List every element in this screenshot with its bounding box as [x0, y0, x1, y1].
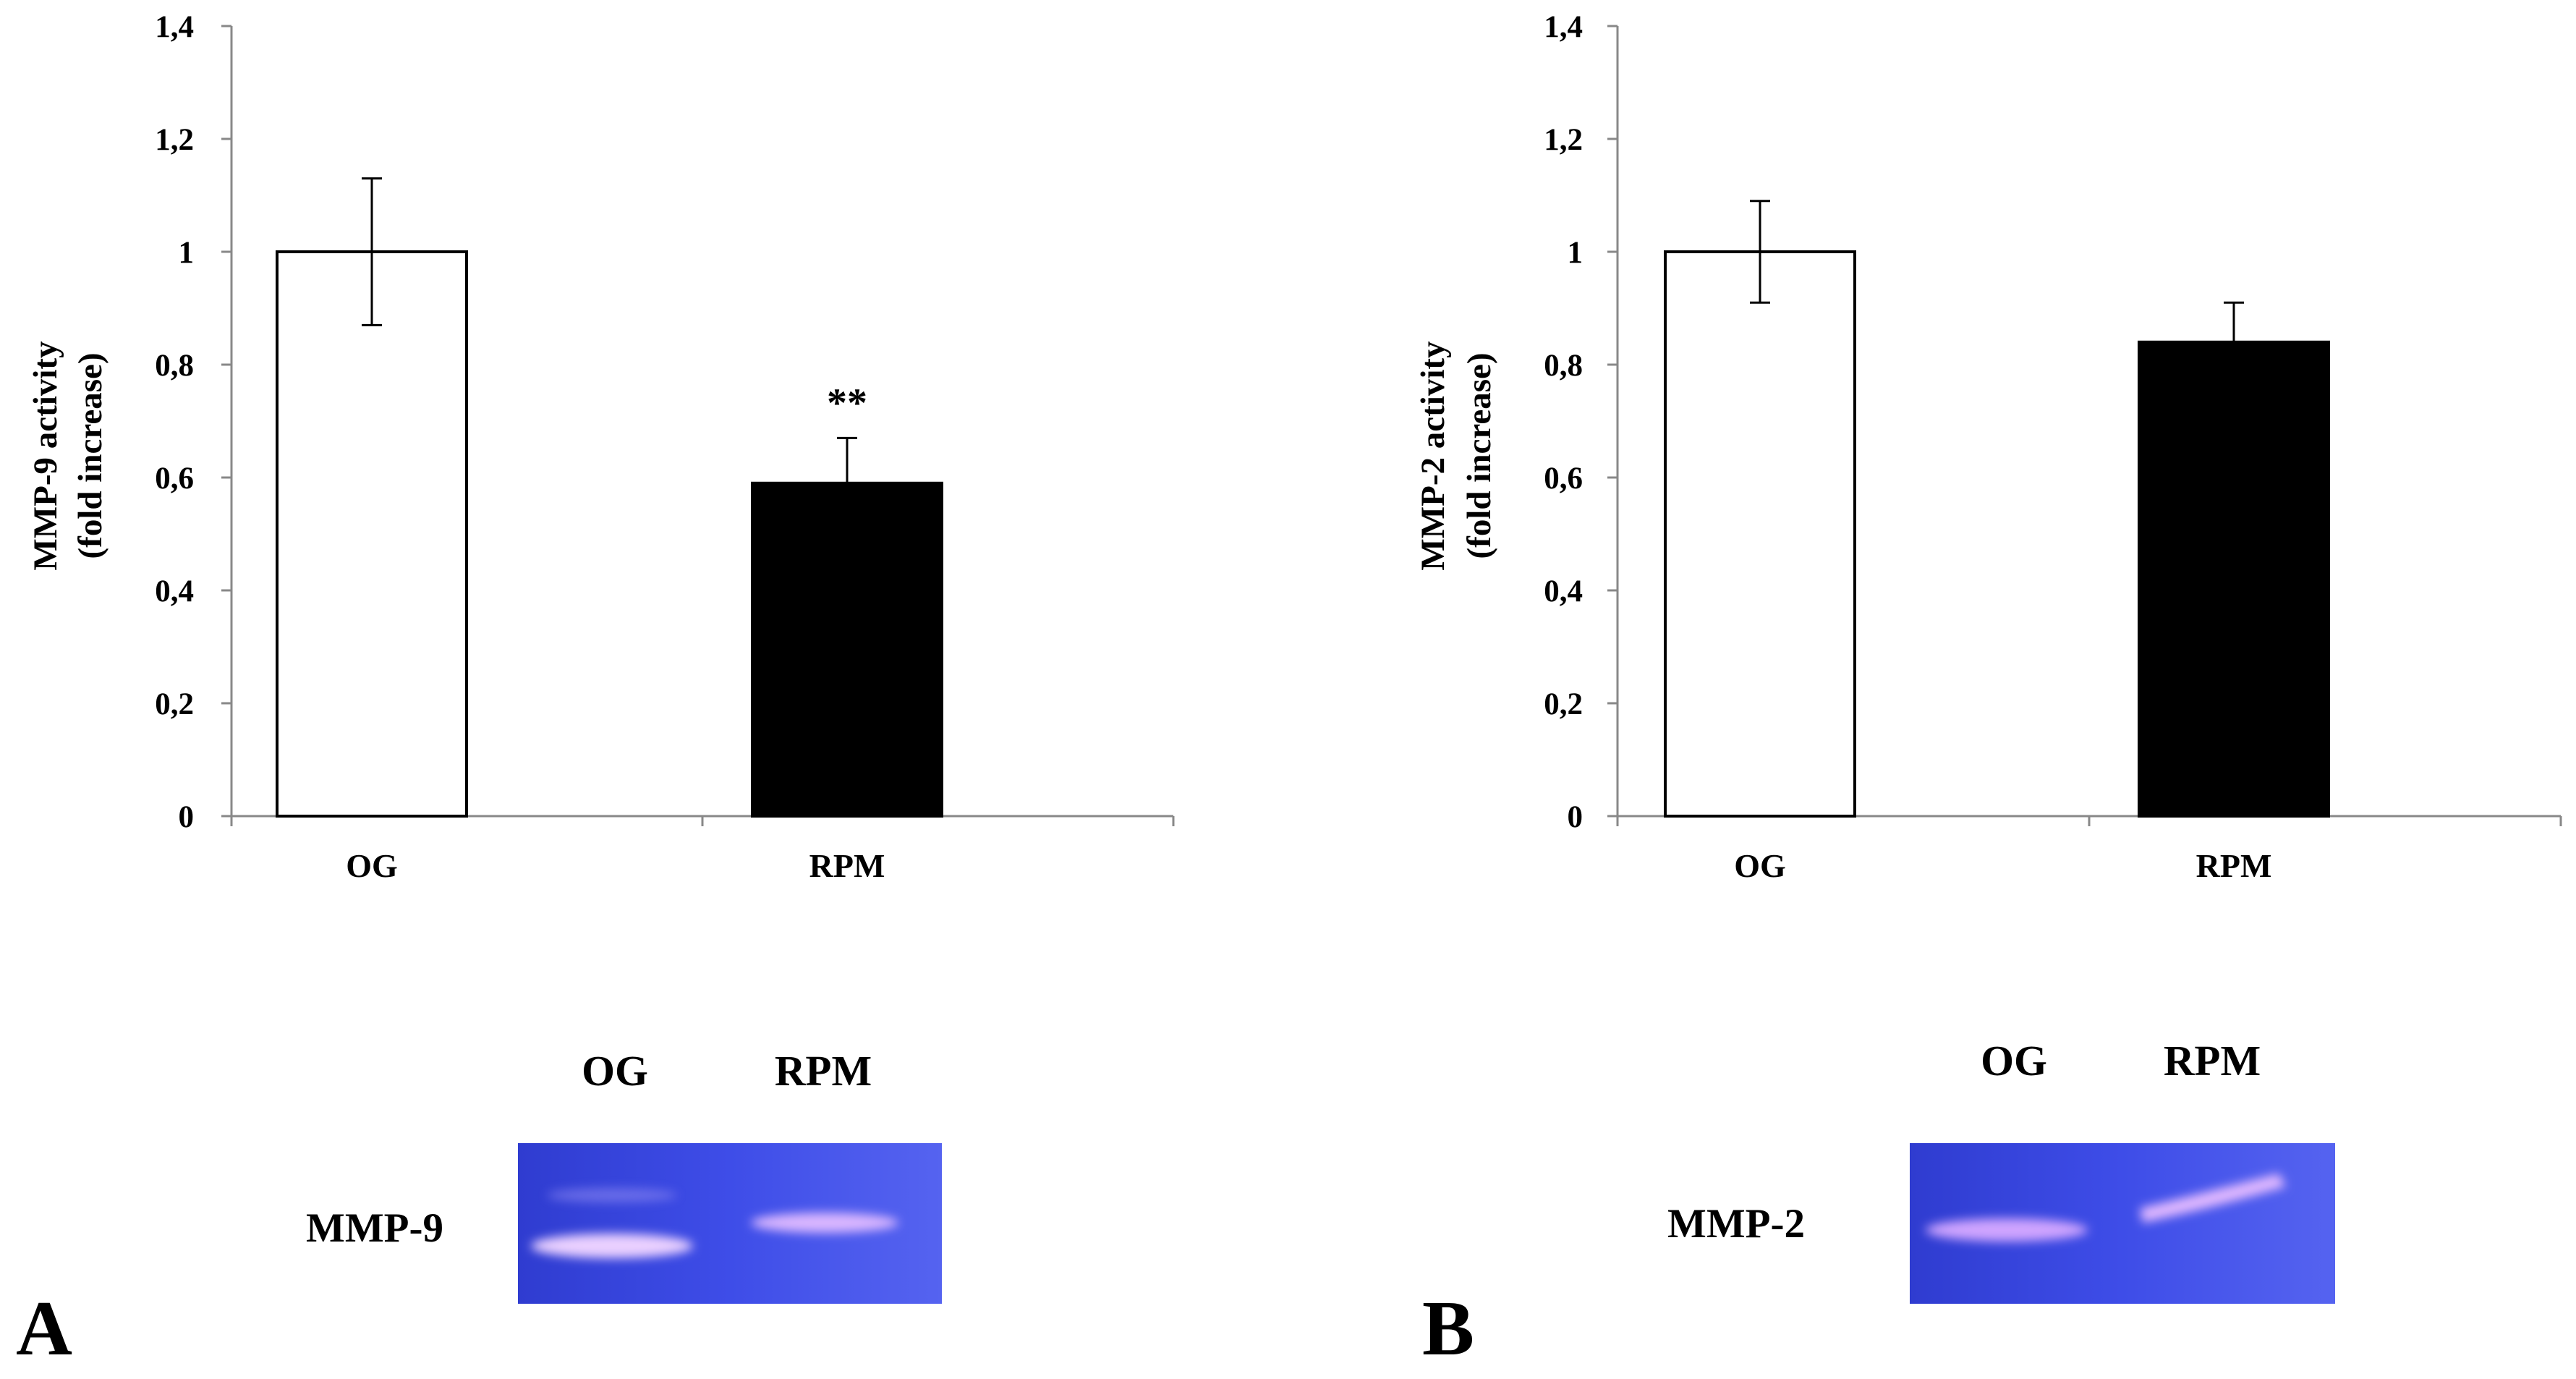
y-axis-label-line2: (fold increase) — [72, 353, 109, 559]
y-axis-label-line1: MMP-9 activity — [27, 341, 64, 571]
gel-name-label: MMP-9 — [306, 1205, 443, 1251]
x-category-label: OG — [346, 847, 398, 884]
y-tick-label: 0,2 — [155, 687, 194, 721]
bar-rpm — [2138, 340, 2330, 818]
gel-band-rpm — [751, 1213, 898, 1233]
gel-lane-label-og: OG — [1981, 1037, 2047, 1085]
gel-lane-label-rpm: RPM — [775, 1047, 872, 1095]
gel-lane-label-rpm: RPM — [2164, 1037, 2261, 1085]
y-tick-label: 0,4 — [155, 574, 194, 608]
y-tick-label: 1,2 — [155, 123, 194, 157]
gel-lane-label-og: OG — [582, 1047, 648, 1095]
gel-panel-a: OG RPM MMP-9 A — [16, 1047, 942, 1372]
y-tick-label: 1,2 — [1544, 123, 1583, 157]
gel-name-label: MMP-2 — [1667, 1201, 1805, 1247]
y-tick-label: 0,8 — [155, 349, 194, 383]
chart-panel-b: MMP-2 activity (fold increase) 0 0,2 0,4 0,… — [1414, 10, 2562, 884]
y-tick-label: 1 — [1568, 236, 1584, 270]
gel-band-og — [531, 1234, 693, 1258]
y-tick-label: 1,4 — [155, 10, 194, 44]
significance-marker: ** — [827, 381, 867, 425]
y-tick-label: 1,4 — [1544, 10, 1583, 44]
y-axis-label-b: MMP-2 activity (fold increase) — [1414, 341, 1498, 571]
x-category-label: RPM — [809, 847, 885, 884]
bar-og — [1664, 250, 1856, 818]
x-category-label: RPM — [2196, 847, 2272, 884]
bar-og — [276, 250, 468, 818]
gel-band-og — [1926, 1218, 2088, 1242]
gel-smear — [547, 1188, 677, 1202]
y-axis-label-a: MMP-9 activity (fold increase) — [27, 341, 109, 571]
x-category-label: OG — [1734, 847, 1786, 884]
y-tick-label: 0 — [179, 800, 195, 834]
panel-letter-a: A — [16, 1286, 72, 1372]
y-tick-label: 0 — [1568, 800, 1584, 834]
y-tick-label: 0,2 — [1544, 687, 1583, 721]
gel-panel-b: OG RPM MMP-2 B — [1422, 1037, 2335, 1372]
bar-rpm — [751, 481, 943, 818]
panel-letter-b: B — [1422, 1286, 1474, 1372]
y-axis-label-line1: MMP-2 activity — [1414, 341, 1452, 571]
y-tick-label: 1 — [179, 236, 195, 270]
y-axis-label-line2: (fold increase) — [1461, 353, 1498, 559]
y-tick-label: 0,4 — [1544, 574, 1583, 608]
gel-band-rpm — [2140, 1174, 2286, 1223]
y-tick-label: 0,8 — [1544, 349, 1583, 383]
y-tick-label: 0,6 — [1544, 462, 1583, 496]
y-tick-label: 0,6 — [155, 462, 194, 496]
chart-panel-a: MMP-9 activity (fold increase) 0 0,2 0,4 0,… — [27, 10, 1175, 884]
